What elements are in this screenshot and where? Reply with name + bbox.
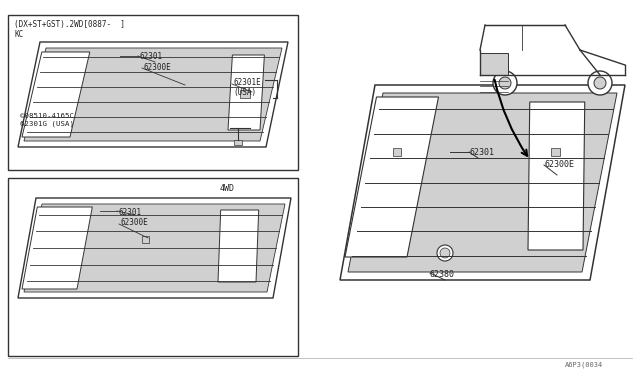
Text: 62301E
(USA): 62301E (USA)	[233, 78, 260, 97]
Text: 62380: 62380	[430, 270, 455, 279]
Bar	[8, 15, 298, 170]
Text: 62300E: 62300E	[143, 63, 171, 72]
Text: 62300E: 62300E	[120, 218, 148, 227]
Polygon shape	[24, 48, 282, 141]
Polygon shape	[345, 97, 438, 257]
Text: 62301: 62301	[140, 52, 163, 61]
Bar	[234, 140, 242, 145]
Text: 62301: 62301	[118, 208, 141, 217]
Polygon shape	[340, 85, 625, 280]
Polygon shape	[22, 207, 92, 289]
Text: A6P3(0034: A6P3(0034	[565, 362, 604, 369]
Polygon shape	[18, 198, 291, 298]
Bar	[240, 90, 250, 98]
Text: (DX+ST+GST).2WD[0887-  ]
KC: (DX+ST+GST).2WD[0887- ] KC	[14, 20, 125, 39]
Bar	[8, 178, 298, 356]
Circle shape	[437, 245, 453, 261]
Polygon shape	[228, 55, 264, 130]
Polygon shape	[22, 52, 90, 137]
Bar	[393, 148, 401, 156]
Text: 62301: 62301	[470, 148, 495, 157]
Text: 4WD: 4WD	[220, 184, 235, 193]
Polygon shape	[528, 102, 585, 250]
Text: 62300E: 62300E	[545, 160, 575, 169]
Circle shape	[499, 77, 511, 89]
Circle shape	[493, 71, 517, 95]
Bar	[142, 236, 149, 243]
Circle shape	[440, 248, 450, 258]
Polygon shape	[24, 204, 285, 292]
Polygon shape	[348, 93, 617, 272]
Bar	[551, 148, 560, 156]
Circle shape	[588, 71, 612, 95]
Polygon shape	[18, 42, 288, 147]
Circle shape	[594, 77, 606, 89]
Polygon shape	[218, 210, 259, 282]
Bar	[480, 53, 508, 75]
Text: ©08510-4165C
62301G (USA): ©08510-4165C 62301G (USA)	[20, 113, 74, 126]
